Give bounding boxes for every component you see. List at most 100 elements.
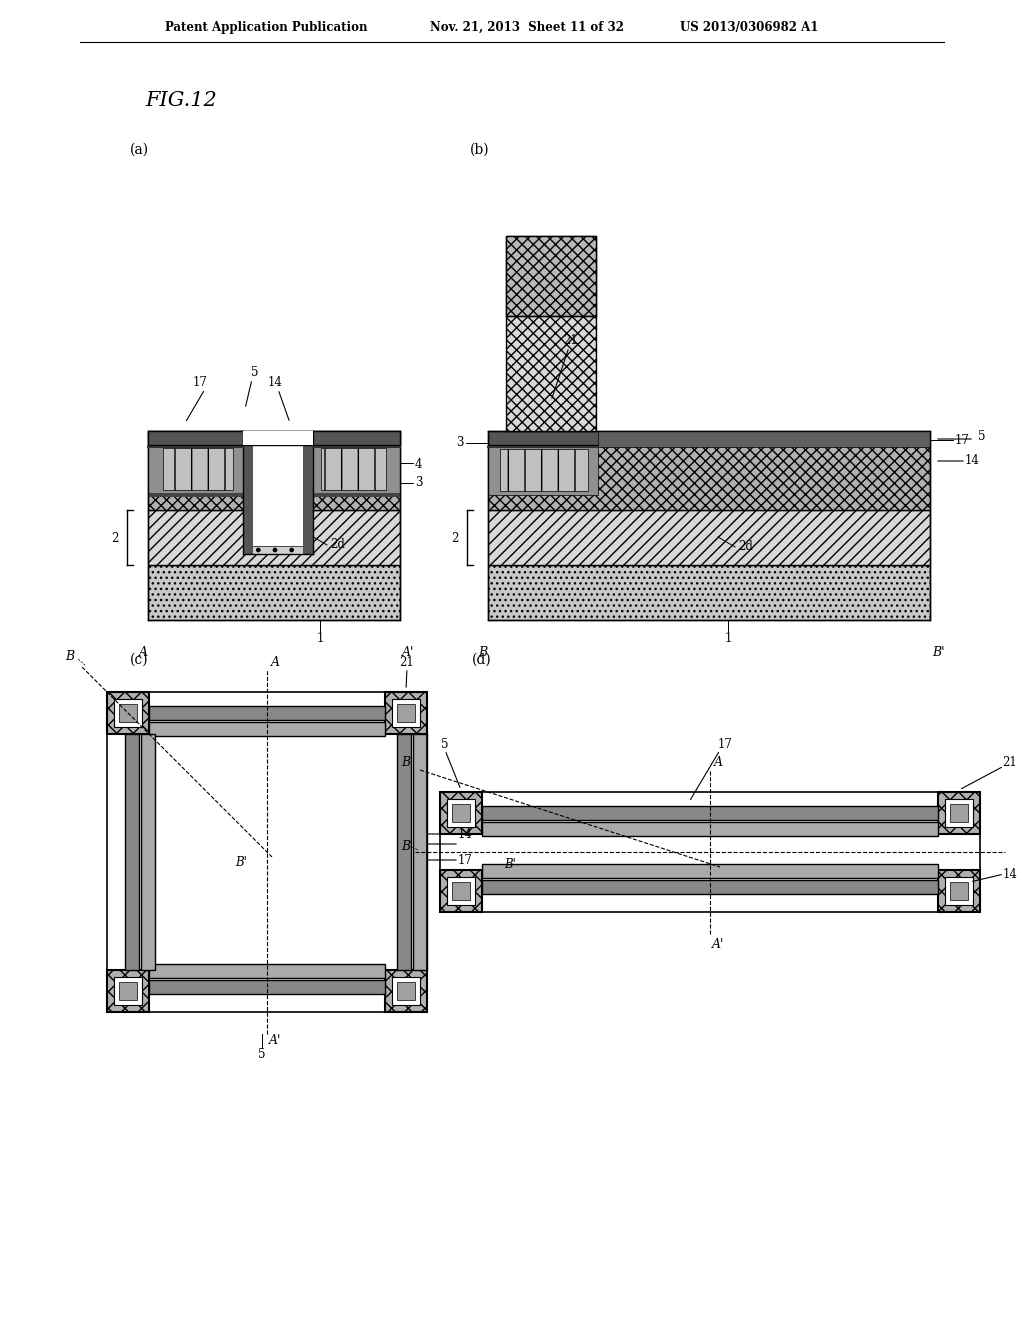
Bar <box>440 792 980 912</box>
Bar <box>397 734 411 970</box>
Bar <box>106 970 150 1012</box>
Bar <box>938 870 980 912</box>
Bar <box>385 692 427 734</box>
Text: B': B' <box>236 855 247 869</box>
Bar <box>150 706 385 719</box>
Bar <box>141 734 155 970</box>
Text: 3: 3 <box>457 437 464 450</box>
Bar <box>950 804 968 822</box>
Bar <box>148 510 400 565</box>
Text: 17: 17 <box>193 376 208 389</box>
Bar <box>106 692 427 1012</box>
Bar <box>313 445 400 495</box>
Bar <box>506 236 596 432</box>
Bar <box>114 700 142 727</box>
Bar <box>447 799 475 828</box>
Text: B': B' <box>504 858 516 870</box>
Bar <box>452 882 470 900</box>
Bar <box>938 792 980 834</box>
Bar <box>243 432 313 445</box>
Bar <box>598 432 930 447</box>
Text: B: B <box>400 755 410 768</box>
Bar <box>243 437 313 554</box>
Bar <box>106 692 150 734</box>
Bar <box>440 870 482 912</box>
Bar <box>397 982 415 1001</box>
Text: 14: 14 <box>1002 867 1018 880</box>
Bar <box>447 876 475 906</box>
Text: Patent Application Publication: Patent Application Publication <box>165 21 368 33</box>
Text: (a): (a) <box>130 143 150 157</box>
Bar <box>148 445 243 495</box>
Text: A': A' <box>712 937 724 950</box>
Text: 3: 3 <box>415 477 423 490</box>
Text: 2: 2 <box>452 532 459 544</box>
Bar <box>392 700 420 727</box>
Text: B: B <box>478 645 487 659</box>
Bar <box>313 492 400 498</box>
Bar <box>945 876 973 906</box>
Text: A: A <box>138 645 147 659</box>
Text: (b): (b) <box>470 143 489 157</box>
Bar <box>385 970 427 1012</box>
Text: (c): (c) <box>130 653 148 667</box>
Bar <box>114 977 142 1005</box>
Bar <box>150 964 385 978</box>
Text: 2: 2 <box>112 532 119 544</box>
Text: Nov. 21, 2013  Sheet 11 of 32: Nov. 21, 2013 Sheet 11 of 32 <box>430 21 624 33</box>
Bar <box>148 445 400 510</box>
Text: 2d: 2d <box>738 540 753 553</box>
Bar <box>125 734 139 970</box>
Bar <box>150 722 385 737</box>
Text: 2d: 2d <box>330 539 345 552</box>
Text: A': A' <box>269 1034 282 1047</box>
Bar <box>163 447 233 490</box>
Text: A: A <box>714 755 723 768</box>
Text: B': B' <box>932 645 944 659</box>
Text: B: B <box>65 651 74 664</box>
Text: 17: 17 <box>955 433 970 446</box>
Text: US 2013/0306982 A1: US 2013/0306982 A1 <box>680 21 818 33</box>
Bar <box>119 704 137 722</box>
Text: 1: 1 <box>316 631 324 644</box>
Text: 1: 1 <box>724 631 732 644</box>
Bar <box>243 445 253 554</box>
Bar <box>488 445 598 495</box>
Text: A': A' <box>401 645 414 659</box>
Bar <box>397 704 415 722</box>
Bar <box>950 882 968 900</box>
Bar <box>243 546 313 554</box>
Bar <box>303 445 313 554</box>
Bar <box>119 982 137 1001</box>
Bar <box>488 510 930 565</box>
Bar <box>313 432 400 445</box>
Text: 21: 21 <box>563 334 579 347</box>
Bar <box>482 880 938 894</box>
Text: 4: 4 <box>415 458 423 471</box>
Text: FIG.12: FIG.12 <box>145 91 217 110</box>
Bar <box>452 804 470 822</box>
Text: 21: 21 <box>1002 755 1018 768</box>
Text: (d): (d) <box>472 653 492 667</box>
Bar <box>148 492 243 498</box>
Text: 5: 5 <box>978 429 986 442</box>
Bar <box>488 445 930 510</box>
Bar <box>482 807 938 820</box>
Bar <box>321 447 386 490</box>
Bar <box>482 822 938 836</box>
Bar <box>506 236 596 315</box>
Text: A: A <box>270 656 280 668</box>
Bar <box>413 734 427 970</box>
Text: 17: 17 <box>458 854 472 866</box>
Bar <box>440 792 482 834</box>
Bar <box>500 449 588 491</box>
Bar <box>482 865 938 878</box>
Text: 14: 14 <box>458 828 472 841</box>
Text: 5: 5 <box>258 1048 266 1060</box>
Bar <box>488 565 930 620</box>
Text: 14: 14 <box>267 376 283 389</box>
Text: B: B <box>400 841 410 854</box>
Bar <box>150 979 385 994</box>
Bar <box>148 432 400 445</box>
Text: 17: 17 <box>718 738 732 751</box>
